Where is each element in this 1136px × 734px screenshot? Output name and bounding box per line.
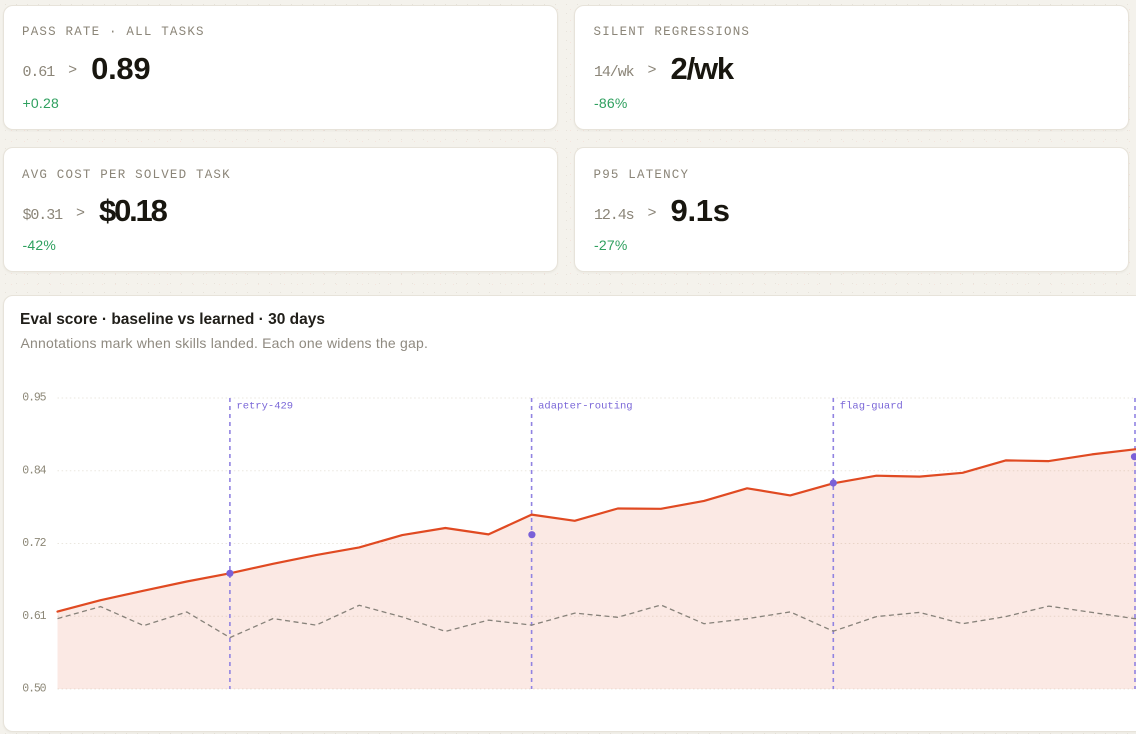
svg-text:adapter-routing: adapter-routing [538, 401, 633, 413]
svg-text:0.84: 0.84 [22, 465, 46, 478]
svg-text:0.72: 0.72 [22, 537, 46, 550]
svg-text:0.61: 0.61 [22, 610, 46, 623]
svg-text:0.50: 0.50 [22, 683, 46, 696]
svg-text:0.95: 0.95 [22, 392, 46, 405]
svg-text:flag-guard: flag-guard [839, 401, 902, 413]
svg-text:retry-429: retry-429 [236, 401, 293, 413]
